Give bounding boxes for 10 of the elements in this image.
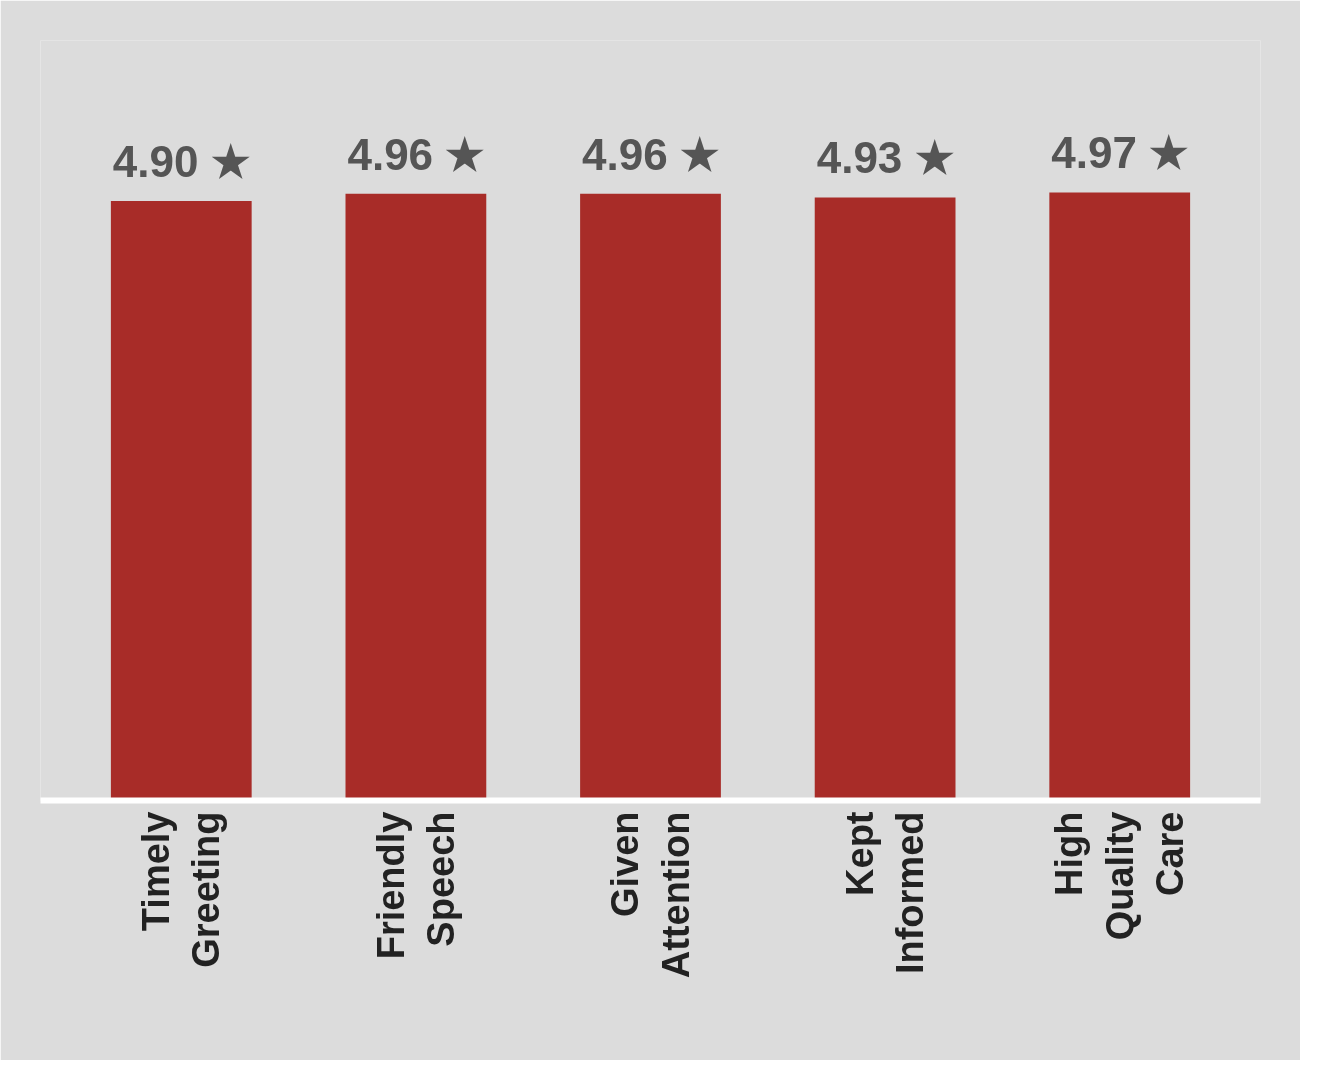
data-label: 4.93 ★ (816, 133, 954, 183)
x-tick-label: Kept Informed (838, 811, 932, 975)
data-label: 4.97 ★ (1051, 128, 1189, 178)
x-tick-label: Timely Greeting (135, 811, 228, 968)
data-label: 4.96 ★ (347, 129, 485, 179)
x-tick-label: High Quality Care (1048, 811, 1192, 941)
data-label: 4.96 ★ (582, 129, 719, 179)
x-tick-label: Friendly Speech (369, 811, 463, 960)
data-label: 4.90 ★ (112, 136, 250, 186)
x-tick-label: Given Attention (604, 811, 697, 979)
